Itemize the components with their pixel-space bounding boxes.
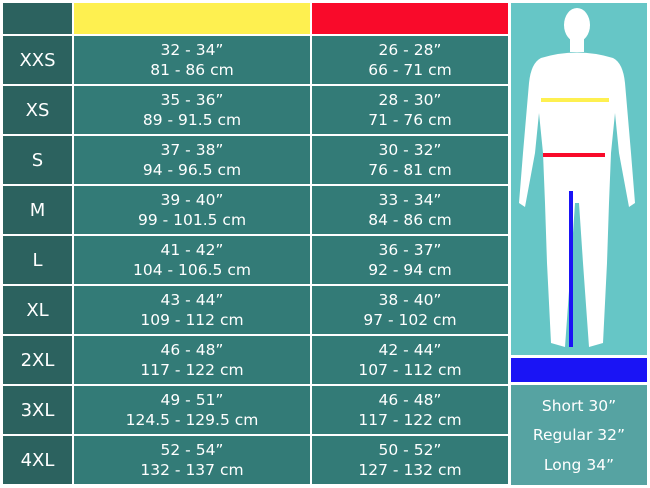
chest-cm: 124.5 - 129.5 cm	[125, 411, 259, 429]
waist-cm: 127 - 132 cm	[358, 461, 462, 479]
chest-inches: 41 - 42”	[160, 241, 224, 259]
chest-inches: 43 - 44”	[160, 291, 224, 309]
size-label: S	[3, 136, 72, 184]
chest-cm: 94 - 96.5 cm	[142, 161, 242, 179]
size-text: M	[29, 199, 46, 221]
inseam-line	[569, 191, 573, 347]
size-label: XXS	[3, 36, 72, 84]
chest-cell: 46 - 48” 117 - 122 cm	[74, 336, 310, 384]
waist-cm: 92 - 94 cm	[368, 261, 452, 279]
chest-cm: 81 - 86 cm	[150, 61, 234, 79]
size-text: 3XL	[20, 399, 55, 421]
waist-cm: 97 - 102 cm	[363, 311, 457, 329]
size-label: L	[3, 236, 72, 284]
waist-cell: 50 - 52” 127 - 132 cm	[312, 436, 508, 484]
size-text: 4XL	[20, 449, 55, 471]
size-text: 2XL	[20, 349, 55, 371]
waist-inches: 36 - 37”	[378, 241, 442, 259]
chest-cell: 41 - 42” 104 - 106.5 cm	[74, 236, 310, 284]
waist-cm: 107 - 112 cm	[358, 361, 462, 379]
chest-inches: 49 - 51”	[160, 391, 224, 409]
body-figure	[511, 3, 647, 355]
waist-cell: 42 - 44” 107 - 112 cm	[312, 336, 508, 384]
waist-cell: 30 - 32” 76 - 81 cm	[312, 136, 508, 184]
chest-cm: 99 - 101.5 cm	[137, 211, 247, 229]
size-label: 2XL	[3, 336, 72, 384]
chest-cell: 37 - 38” 94 - 96.5 cm	[74, 136, 310, 184]
chest-inches: 46 - 48”	[160, 341, 224, 359]
chest-cm: 109 - 112 cm	[140, 311, 244, 329]
waist-cell: 46 - 48” 117 - 122 cm	[312, 386, 508, 434]
chest-cm: 117 - 122 cm	[140, 361, 244, 379]
size-text: XS	[25, 99, 50, 121]
waist-cm: 84 - 86 cm	[368, 211, 452, 229]
waist-inches: 38 - 40”	[378, 291, 442, 309]
length-regular: Regular 32”	[532, 426, 626, 444]
chest-line	[541, 98, 609, 102]
waist-line	[543, 153, 605, 157]
chest-inches: 35 - 36”	[160, 91, 224, 109]
size-text: L	[32, 249, 43, 271]
waist-cm: 71 - 76 cm	[368, 111, 452, 129]
length-long: Long 34”	[543, 455, 615, 474]
chest-cell: 43 - 44” 109 - 112 cm	[74, 286, 310, 334]
waist-cell: 36 - 37” 92 - 94 cm	[312, 236, 508, 284]
waist-cell: 38 - 40” 97 - 102 cm	[312, 286, 508, 334]
chest-cell: 49 - 51” 124.5 - 129.5 cm	[74, 386, 310, 434]
waist-cm: 66 - 71 cm	[368, 61, 452, 79]
size-label: M	[3, 186, 72, 234]
waist-inches: 46 - 48”	[378, 391, 442, 409]
waist-inches: 50 - 52”	[378, 441, 442, 459]
inseam-color-bar	[511, 358, 647, 382]
chest-cm: 104 - 106.5 cm	[133, 261, 251, 279]
waist-cell: 28 - 30” 71 - 76 cm	[312, 86, 508, 134]
chest-inches: 37 - 38”	[160, 141, 224, 159]
size-label: XS	[3, 86, 72, 134]
waist-inches: 42 - 44”	[378, 341, 442, 359]
chest-cell: 32 - 34” 81 - 86 cm	[74, 36, 310, 84]
size-label: XL	[3, 286, 72, 334]
size-text: XXS	[19, 49, 56, 71]
length-short: Short 30”	[541, 396, 617, 415]
chest-inches: 39 - 40”	[160, 191, 224, 209]
waist-cm: 117 - 122 cm	[358, 411, 462, 429]
waist-inches: 33 - 34”	[378, 191, 442, 209]
chest-inches: 52 - 54”	[160, 441, 224, 459]
corner-cell	[3, 3, 72, 34]
size-label: 4XL	[3, 436, 72, 484]
size-text: S	[31, 149, 44, 171]
waist-cell: 26 - 28” 66 - 71 cm	[312, 36, 508, 84]
chest-header	[74, 3, 310, 34]
waist-inches: 30 - 32”	[378, 141, 442, 159]
chest-cm: 89 - 91.5 cm	[142, 111, 242, 129]
size-text: XL	[26, 299, 49, 321]
waist-header	[312, 3, 508, 34]
chest-cell: 39 - 40” 99 - 101.5 cm	[74, 186, 310, 234]
waist-cell: 33 - 34” 84 - 86 cm	[312, 186, 508, 234]
size-label: 3XL	[3, 386, 72, 434]
inseam-lengths: Short 30” Regular 32” Long 34”	[511, 385, 647, 485]
waist-cm: 76 - 81 cm	[368, 161, 452, 179]
body-silhouette-icon	[519, 8, 635, 347]
chest-inches: 32 - 34”	[160, 41, 224, 59]
chest-cell: 52 - 54” 132 - 137 cm	[74, 436, 310, 484]
waist-inches: 28 - 30”	[378, 91, 442, 109]
chest-cell: 35 - 36” 89 - 91.5 cm	[74, 86, 310, 134]
chest-cm: 132 - 137 cm	[140, 461, 244, 479]
waist-inches: 26 - 28”	[378, 41, 442, 59]
